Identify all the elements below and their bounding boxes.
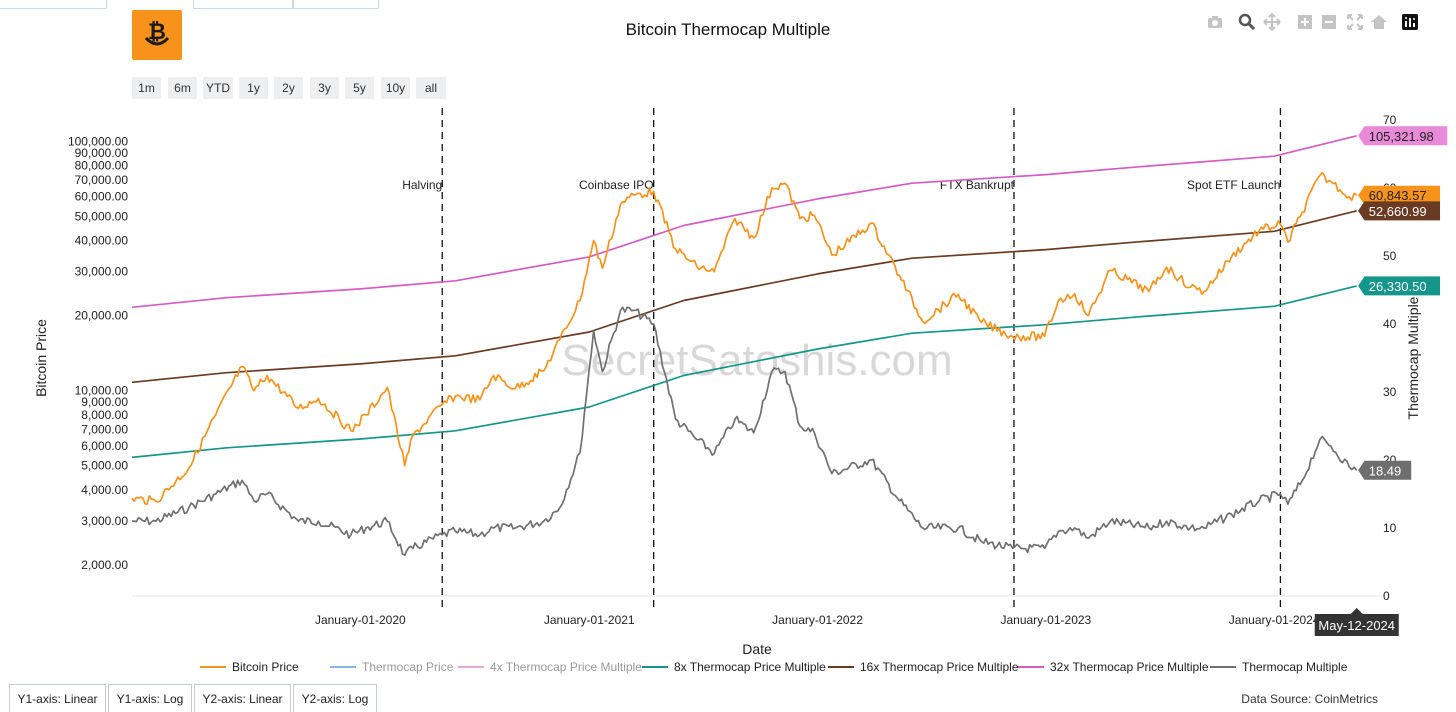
legend-item: 4x Thermocap Price Multiple xyxy=(490,660,642,674)
y2-tick-label: 70 xyxy=(1383,113,1397,127)
range-button-2y[interactable]: 2y xyxy=(274,77,303,99)
end-value-badge xyxy=(1358,460,1412,480)
y-tick-label: 100,000.00 xyxy=(68,134,128,148)
zoom-icon[interactable] xyxy=(1237,12,1257,32)
x-axis-title: Date xyxy=(742,641,772,657)
end-value-label: 60,843.57 xyxy=(1369,188,1427,203)
series-line-bitcoin-price xyxy=(131,171,1358,506)
range-button-1y[interactable]: 1y xyxy=(239,77,268,99)
y2-tick-label: 30 xyxy=(1383,385,1397,399)
y1-linear-button[interactable]: Y1-axis: Linear xyxy=(9,684,106,712)
range-button-all[interactable]: all xyxy=(416,77,446,99)
hover-date-label: May-12-2024 xyxy=(1318,618,1395,633)
y1-log-button[interactable]: Y1-axis: Log xyxy=(108,684,192,712)
end-value-label: 105,321.98 xyxy=(1369,129,1434,144)
legend-item: 16x Thermocap Price Multiple xyxy=(860,660,1019,674)
y2-tick-label: 50 xyxy=(1383,249,1397,263)
range-button-1m[interactable]: 1m xyxy=(132,77,161,99)
range-button-6m[interactable]: 6m xyxy=(168,77,197,99)
autoscale-icon[interactable] xyxy=(1345,12,1365,32)
y2-tick-label: 10 xyxy=(1383,521,1397,535)
zoom-in-icon[interactable] xyxy=(1295,12,1315,32)
pan-icon[interactable] xyxy=(1262,12,1282,32)
y-tick-label: 7,000.00 xyxy=(81,422,128,436)
svg-text:₿: ₿ xyxy=(148,19,166,44)
plotly-logo-icon[interactable] xyxy=(1400,12,1420,32)
y-tick-label: 2,000.00 xyxy=(81,558,128,572)
y-tick-label: 9,000.00 xyxy=(81,395,128,409)
series-line-16x-thermocap-price-multiple xyxy=(131,209,1357,384)
y2-axis-title: Thermocap Multiple xyxy=(1405,296,1421,419)
top-tab[interactable] xyxy=(193,0,293,9)
legend-item: Thermocap Price xyxy=(362,660,454,674)
x-tick-label: January-01-2023 xyxy=(1000,613,1091,627)
top-tab[interactable] xyxy=(293,0,379,9)
chart-area: SecretSatoshis.com2,000.003,000.004,000.… xyxy=(33,108,1448,674)
y-axis-title: Bitcoin Price xyxy=(33,319,49,397)
y-tick-label: 30,000.00 xyxy=(75,265,129,279)
series-line-thermocap-multiple xyxy=(131,306,1358,557)
data-source-label: Data Source: CoinMetrics xyxy=(1241,692,1378,706)
x-tick-label: January-01-2021 xyxy=(544,613,635,627)
y-tick-label: 70,000.00 xyxy=(75,173,129,187)
event-label: FTX Bankrupt xyxy=(940,178,1015,192)
y-tick-label: 8,000.00 xyxy=(81,408,128,422)
y-tick-label: 80,000.00 xyxy=(75,159,129,173)
chart-title: Bitcoin Thermocap Multiple xyxy=(625,20,831,39)
series-line-32x-thermocap-price-multiple xyxy=(131,134,1357,309)
y2-linear-button[interactable]: Y2-axis: Linear xyxy=(194,684,291,712)
legend-item: Bitcoin Price xyxy=(232,660,299,674)
legend-item: 32x Thermocap Price Multiple xyxy=(1050,660,1209,674)
top-tab-strip xyxy=(0,0,380,10)
range-button-ytd[interactable]: YTD xyxy=(203,77,233,99)
end-value-badge xyxy=(1358,126,1448,146)
home-icon[interactable] xyxy=(1369,12,1389,32)
range-button-10y[interactable]: 10y xyxy=(381,77,410,99)
camera-icon[interactable] xyxy=(1205,12,1225,32)
range-button-3y[interactable]: 3y xyxy=(310,77,339,99)
x-tick-label: January-01-2022 xyxy=(772,613,863,627)
zoom-out-icon[interactable] xyxy=(1319,12,1339,32)
legend-item: 8x Thermocap Price Multiple xyxy=(674,660,826,674)
x-tick-label: January-01-2020 xyxy=(315,613,406,627)
y-tick-label: 50,000.00 xyxy=(75,209,129,223)
legend-item: Thermocap Multiple xyxy=(1242,660,1348,674)
x-tick-label: January-01-2024 xyxy=(1229,613,1320,627)
y-tick-label: 40,000.00 xyxy=(75,234,129,248)
y2-tick-label: 0 xyxy=(1383,589,1390,603)
y-tick-label: 3,000.00 xyxy=(81,514,128,528)
hover-date-badge xyxy=(1314,608,1399,636)
bitcoin-logo: ₿ xyxy=(132,10,182,60)
end-value-label: 18.49 xyxy=(1369,463,1402,478)
end-value-badge xyxy=(1358,276,1441,296)
range-button-5y[interactable]: 5y xyxy=(345,77,374,99)
end-value-label: 26,330.50 xyxy=(1369,279,1427,294)
end-value-badge xyxy=(1358,201,1441,221)
y-tick-label: 90,000.00 xyxy=(75,146,129,160)
bitcoin-smile-icon: ₿ xyxy=(144,19,170,46)
y-tick-label: 4,000.00 xyxy=(81,483,128,497)
y2-log-button[interactable]: Y2-axis: Log xyxy=(293,684,377,712)
y-tick-label: 60,000.00 xyxy=(75,190,129,204)
y-tick-label: 10,000.00 xyxy=(75,384,129,398)
event-label: Spot ETF Launch xyxy=(1187,178,1280,192)
y-tick-label: 5,000.00 xyxy=(81,459,128,473)
event-label: Halving xyxy=(402,178,442,192)
y-tick-label: 20,000.00 xyxy=(75,309,129,323)
series-line-8x-thermocap-price-multiple xyxy=(131,285,1357,459)
end-value-label: 52,660.99 xyxy=(1369,204,1427,219)
event-label: Coinbase IPO xyxy=(579,178,654,192)
y2-tick-label: 40 xyxy=(1383,317,1397,331)
top-tab[interactable] xyxy=(0,0,107,9)
y-tick-label: 6,000.00 xyxy=(81,439,128,453)
